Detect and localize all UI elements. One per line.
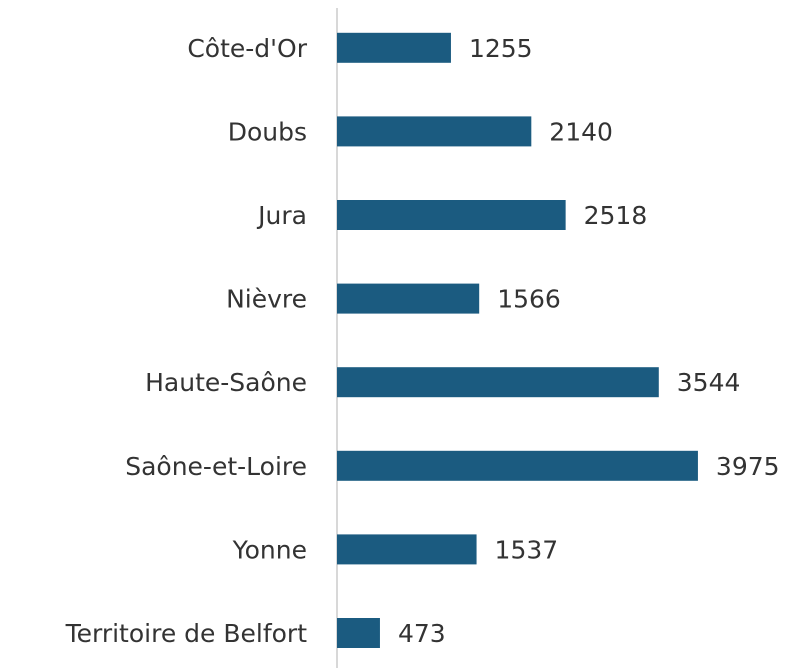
category-label: Jura <box>256 201 307 230</box>
value-label: 3544 <box>677 368 741 397</box>
value-label: 3975 <box>716 452 780 481</box>
category-label: Territoire de Belfort <box>65 619 308 648</box>
bar <box>337 200 566 230</box>
bar <box>337 450 698 481</box>
bar <box>337 32 451 63</box>
value-label: 1255 <box>469 34 533 63</box>
category-label: Saône-et-Loire <box>125 452 307 481</box>
category-label: Côte-d'Or <box>187 34 307 63</box>
value-label: 1537 <box>495 535 559 564</box>
bar <box>337 283 480 314</box>
value-label: 2518 <box>584 201 648 230</box>
bar <box>337 534 477 565</box>
value-label: 473 <box>398 619 446 648</box>
category-label: Haute-Saône <box>145 368 307 397</box>
bar <box>337 367 659 398</box>
bar <box>337 116 532 147</box>
value-label: 2140 <box>549 117 613 146</box>
bar <box>337 618 380 648</box>
category-label: Doubs <box>228 117 307 146</box>
category-label: Yonne <box>232 535 307 564</box>
category-label: Nièvre <box>226 285 307 314</box>
value-label: 1566 <box>497 285 561 314</box>
